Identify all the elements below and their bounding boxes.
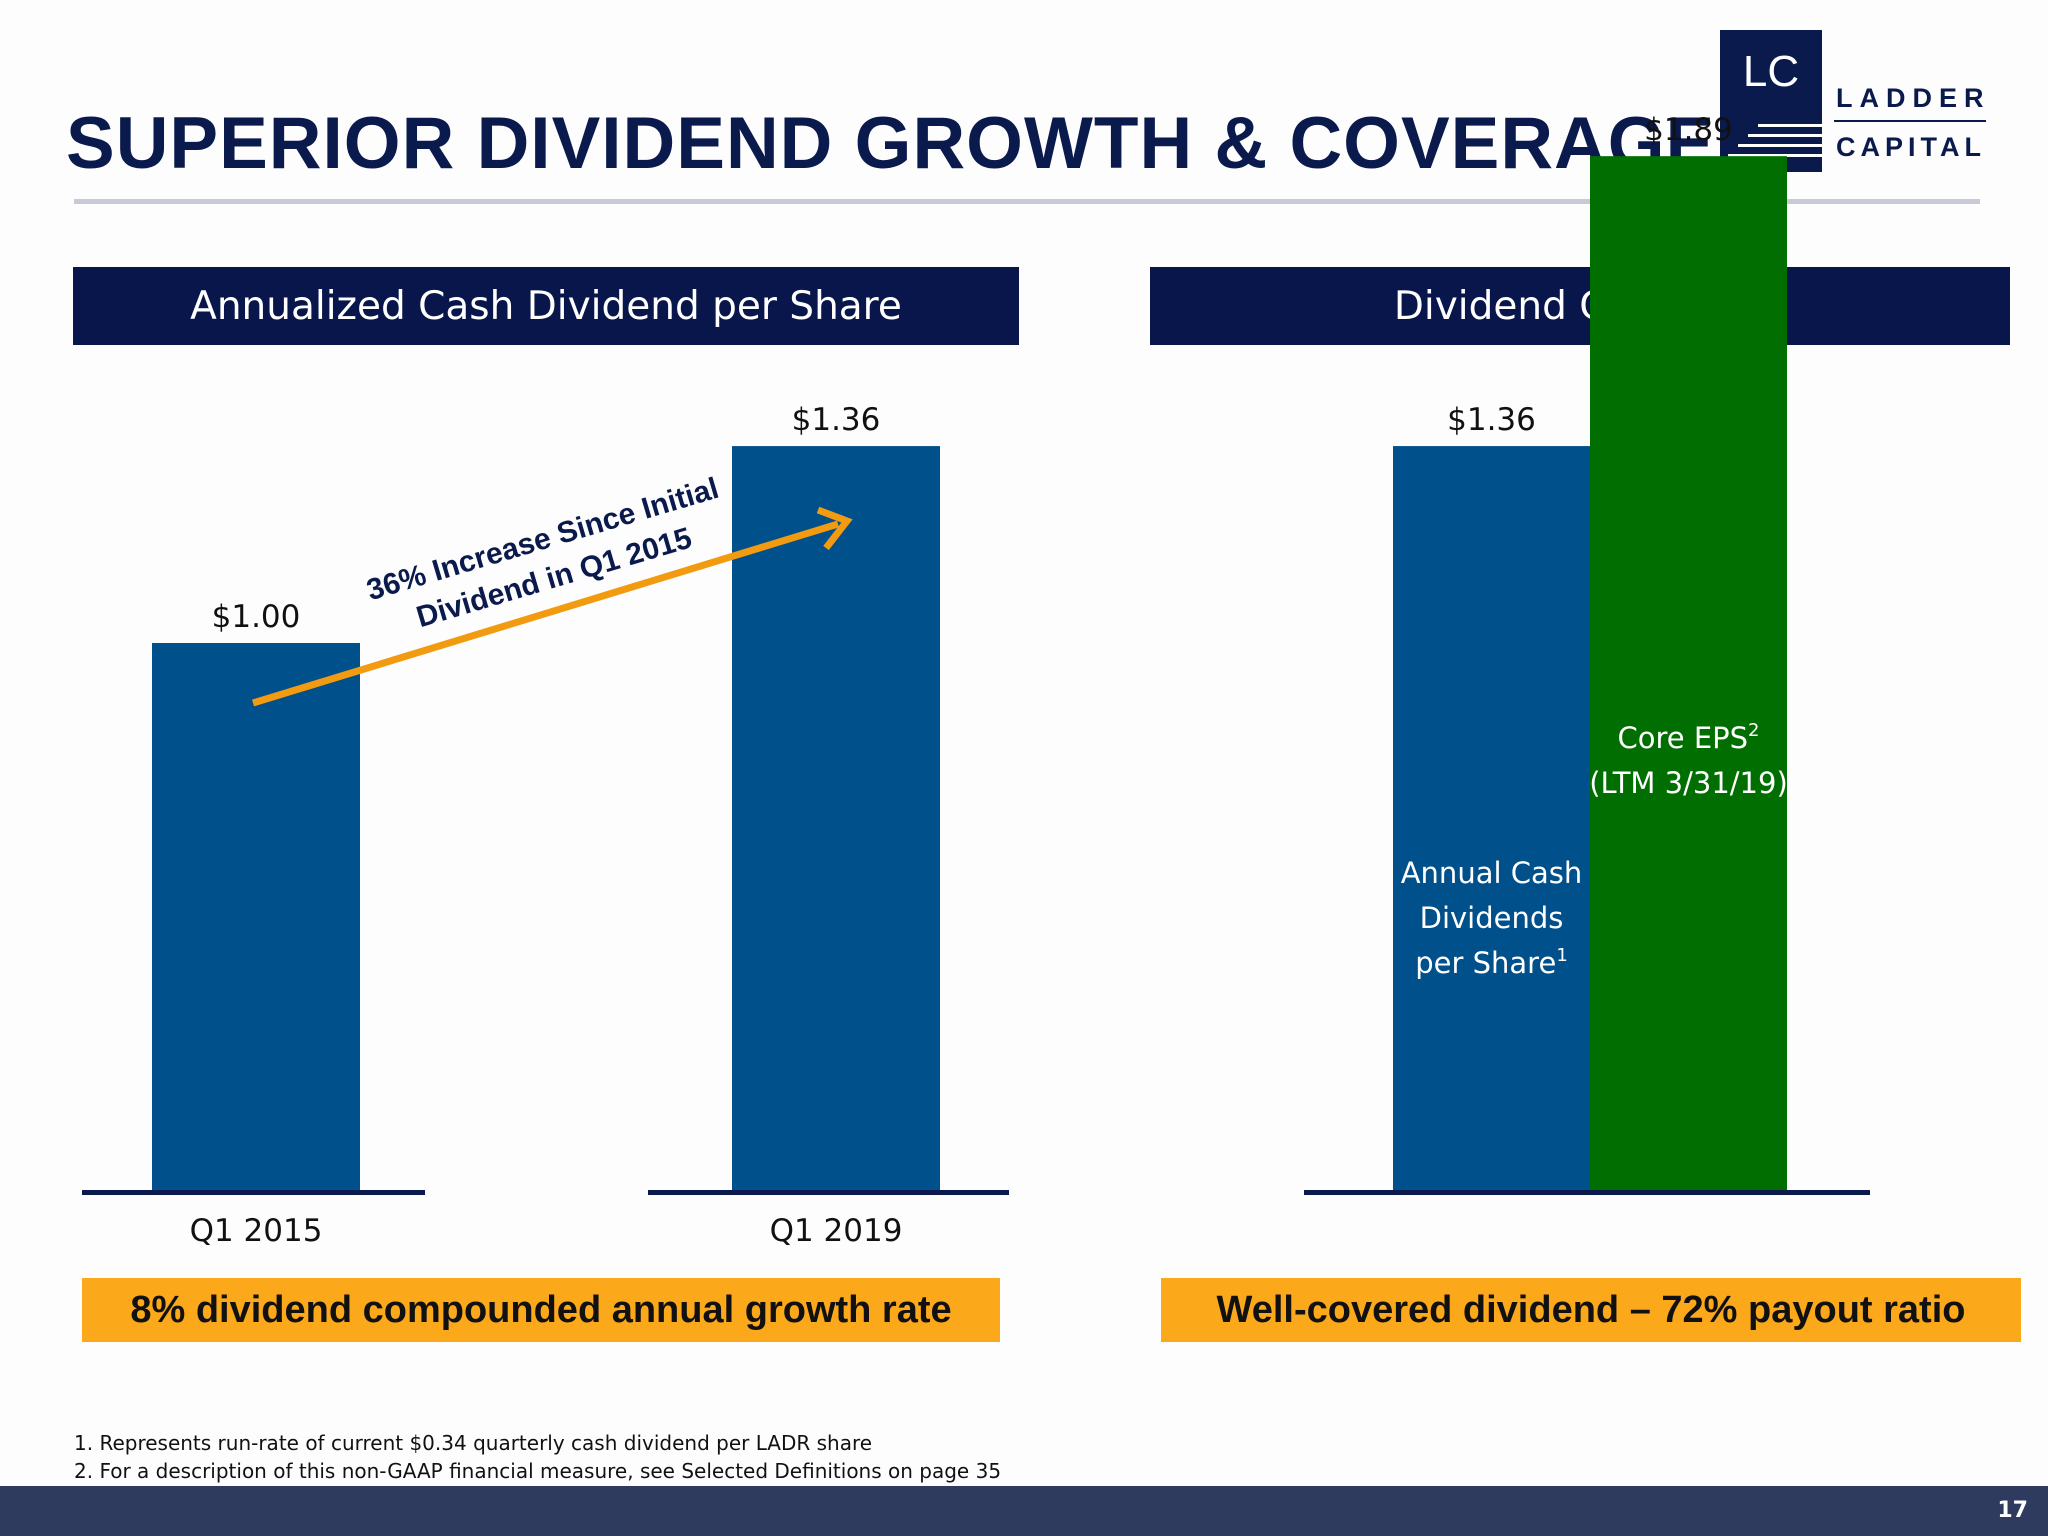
data-label: $1.36 <box>1447 402 1536 438</box>
ladder-capital-logo: LC LADDER CAPITAL <box>1720 30 1988 172</box>
bar-inner-label: Annual Cash <box>1401 856 1583 890</box>
category-label: Q1 2019 <box>770 1213 903 1249</box>
category-label: Q1 2015 <box>190 1213 323 1249</box>
left-bar-chart: $1.00 Q1 2015 $1.36 Q1 2019 <box>82 402 1009 1249</box>
bar-q1-2019 <box>732 446 940 1191</box>
right-bar-chart: $1.36 Annual Cash Dividends per Share1 $1.89… <box>1304 112 1870 1195</box>
svg-text:LC: LC <box>1743 47 1799 96</box>
data-label: $1.89 <box>1644 112 1733 148</box>
footnotes: 1. Represents run-rate of current $0.34 … <box>74 1429 1001 1485</box>
x-axis <box>1304 1190 1870 1195</box>
data-label: $1.36 <box>792 402 881 438</box>
coverage-callout: Well-covered dividend – 72% payout ratio <box>1161 1278 2021 1342</box>
growth-callout: 8% dividend compounded annual growth rat… <box>82 1278 1000 1342</box>
bar-inner-label: Core EPS2 <box>1617 720 1759 755</box>
page-title: SUPERIOR DIVIDEND GROWTH & COVERAGE <box>66 103 1716 184</box>
x-axis-segment <box>648 1190 1009 1195</box>
footnote-1: 1. Represents run-rate of current $0.34 … <box>74 1431 873 1455</box>
svg-text:CAPITAL: CAPITAL <box>1836 132 1986 162</box>
left-panel-header: Annualized Cash Dividend per Share <box>73 267 1019 345</box>
bar-inner-label: per Share1 <box>1415 945 1568 980</box>
bar-q1-2015 <box>152 643 360 1190</box>
footer-bar: 17 <box>0 1486 2048 1536</box>
bar-annual-cash-dividends <box>1393 446 1590 1191</box>
page-number: 17 <box>1997 1498 2028 1523</box>
footnote-2: 2. For a description of this non-GAAP fi… <box>74 1459 1002 1483</box>
increase-arrow <box>251 520 840 707</box>
svg-text:LADDER: LADDER <box>1836 83 1988 113</box>
bar-core-eps <box>1590 156 1787 1190</box>
x-axis-segment <box>82 1190 425 1195</box>
arrow-head <box>816 506 853 551</box>
title-divider <box>74 199 1980 204</box>
bar-inner-label: (LTM 3/31/19) <box>1589 766 1788 800</box>
data-label: $1.00 <box>212 599 301 635</box>
bar-inner-label: Dividends <box>1420 901 1564 935</box>
